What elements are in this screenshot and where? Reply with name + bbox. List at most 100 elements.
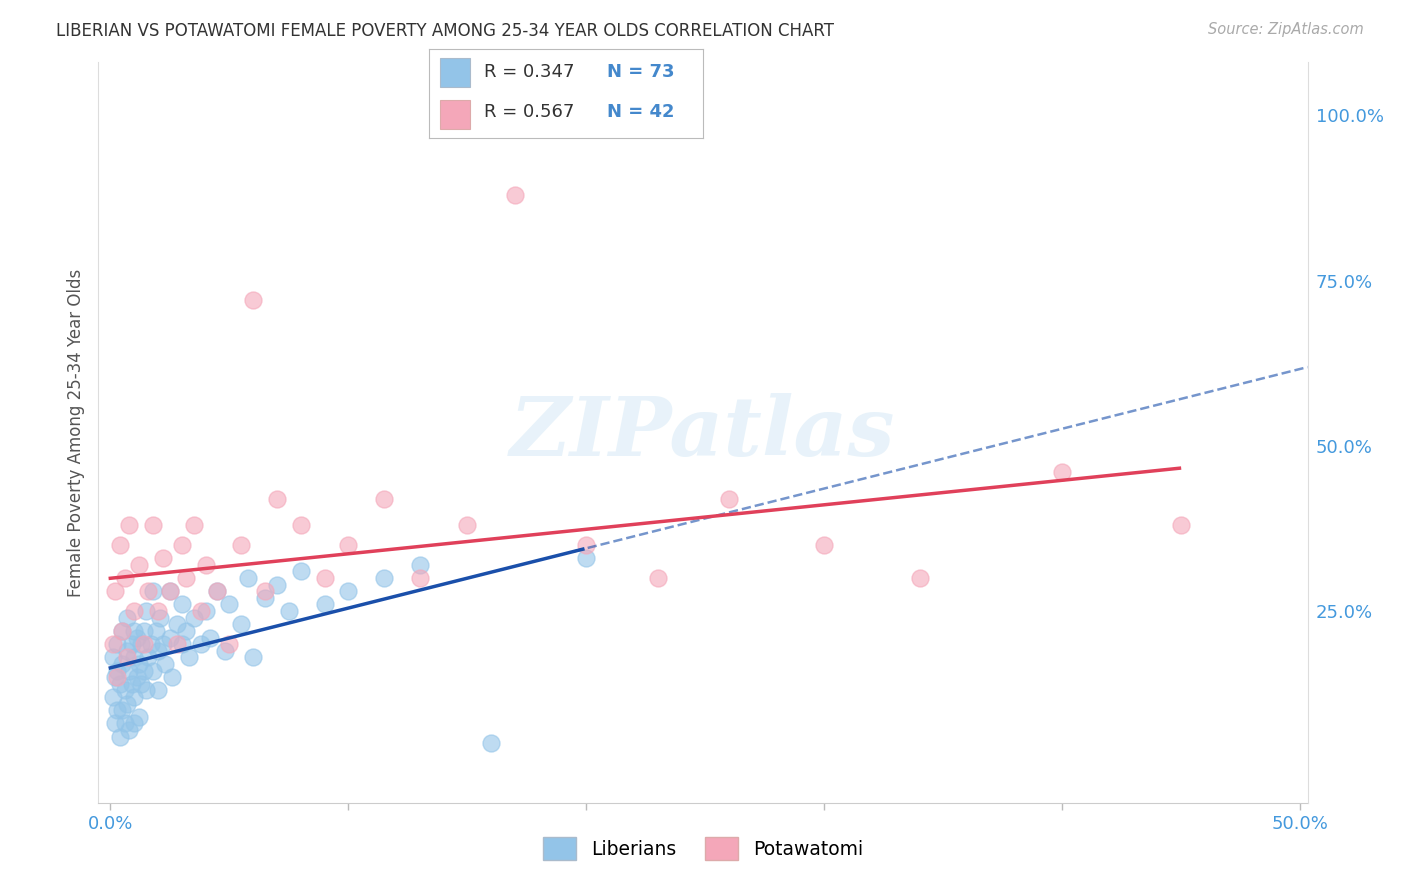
Point <box>101 637 124 651</box>
Point <box>104 716 127 731</box>
Point <box>314 571 336 585</box>
Point <box>266 491 288 506</box>
Point <box>146 683 169 698</box>
Point <box>290 565 312 579</box>
Text: N = 42: N = 42 <box>607 103 675 121</box>
Text: R = 0.347: R = 0.347 <box>484 62 574 81</box>
Point <box>122 690 145 704</box>
Point <box>1170 518 1192 533</box>
Point <box>121 637 143 651</box>
Point <box>128 558 150 572</box>
Point <box>118 518 141 533</box>
Point <box>456 518 478 533</box>
Point <box>111 703 134 717</box>
Point <box>166 637 188 651</box>
Point <box>108 677 131 691</box>
Point <box>132 624 155 638</box>
Point <box>160 670 183 684</box>
Point <box>138 650 160 665</box>
Point <box>314 598 336 612</box>
Point <box>146 644 169 658</box>
Point <box>647 571 669 585</box>
Legend: Liberians, Potawatomi: Liberians, Potawatomi <box>536 830 870 867</box>
Point <box>170 637 193 651</box>
Point <box>908 571 931 585</box>
Point <box>122 604 145 618</box>
Point <box>207 584 229 599</box>
FancyBboxPatch shape <box>440 100 470 129</box>
Point <box>218 637 240 651</box>
Point <box>190 604 212 618</box>
Point <box>135 683 157 698</box>
Point <box>115 650 138 665</box>
Point <box>266 577 288 591</box>
Point <box>111 624 134 638</box>
Point <box>373 571 395 585</box>
Point <box>159 631 181 645</box>
Point <box>122 716 145 731</box>
Point <box>231 617 253 632</box>
Point <box>194 558 217 572</box>
Point <box>190 637 212 651</box>
Point <box>128 710 150 724</box>
Point <box>118 664 141 678</box>
Point <box>142 584 165 599</box>
Point <box>409 558 432 572</box>
Point <box>135 604 157 618</box>
Point <box>152 551 174 566</box>
Point <box>290 518 312 533</box>
Point <box>159 584 181 599</box>
Point <box>200 631 222 645</box>
Point <box>108 538 131 552</box>
Point <box>132 637 155 651</box>
Point <box>718 491 741 506</box>
Point <box>183 518 205 533</box>
Point <box>146 604 169 618</box>
Text: Source: ZipAtlas.com: Source: ZipAtlas.com <box>1208 22 1364 37</box>
Point <box>121 677 143 691</box>
Point <box>166 617 188 632</box>
Point <box>118 723 141 737</box>
Point <box>115 644 138 658</box>
Point <box>139 637 162 651</box>
Point <box>149 611 172 625</box>
Point <box>176 571 198 585</box>
Point <box>242 650 264 665</box>
Point <box>107 664 129 678</box>
Point <box>337 584 360 599</box>
Point <box>129 677 152 691</box>
Point <box>214 644 236 658</box>
Point <box>142 664 165 678</box>
Point <box>111 657 134 671</box>
Point <box>170 598 193 612</box>
Point <box>575 551 598 566</box>
Point <box>142 518 165 533</box>
Point <box>152 637 174 651</box>
Text: R = 0.567: R = 0.567 <box>484 103 574 121</box>
Point <box>176 624 198 638</box>
Text: N = 73: N = 73 <box>607 62 675 81</box>
Point <box>231 538 253 552</box>
Point <box>254 591 277 605</box>
Point <box>159 584 181 599</box>
Point <box>503 187 526 202</box>
Point <box>373 491 395 506</box>
Point <box>114 571 136 585</box>
Point <box>129 637 152 651</box>
Point <box>104 584 127 599</box>
Point <box>153 657 176 671</box>
Point <box>104 670 127 684</box>
Point <box>107 703 129 717</box>
Point <box>170 538 193 552</box>
Point <box>107 670 129 684</box>
Text: LIBERIAN VS POTAWATOMI FEMALE POVERTY AMONG 25-34 YEAR OLDS CORRELATION CHART: LIBERIAN VS POTAWATOMI FEMALE POVERTY AM… <box>56 22 834 40</box>
Point <box>138 584 160 599</box>
Point <box>114 716 136 731</box>
Point <box>218 598 240 612</box>
Text: ZIPatlas: ZIPatlas <box>510 392 896 473</box>
Point <box>277 604 299 618</box>
Point <box>101 690 124 704</box>
Point <box>132 664 155 678</box>
Point <box>575 538 598 552</box>
Point <box>125 631 148 645</box>
